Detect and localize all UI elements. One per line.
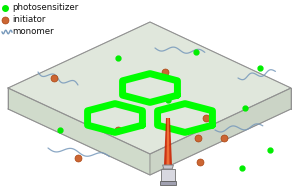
Polygon shape bbox=[160, 181, 176, 185]
Polygon shape bbox=[8, 88, 150, 175]
Text: initiator: initiator bbox=[12, 15, 45, 25]
Polygon shape bbox=[150, 88, 291, 175]
Polygon shape bbox=[167, 118, 170, 165]
Polygon shape bbox=[8, 22, 291, 154]
Text: monomer: monomer bbox=[12, 28, 54, 36]
Polygon shape bbox=[164, 118, 172, 165]
Polygon shape bbox=[161, 169, 175, 181]
Text: photosensitizer: photosensitizer bbox=[12, 4, 78, 12]
Polygon shape bbox=[163, 165, 173, 169]
